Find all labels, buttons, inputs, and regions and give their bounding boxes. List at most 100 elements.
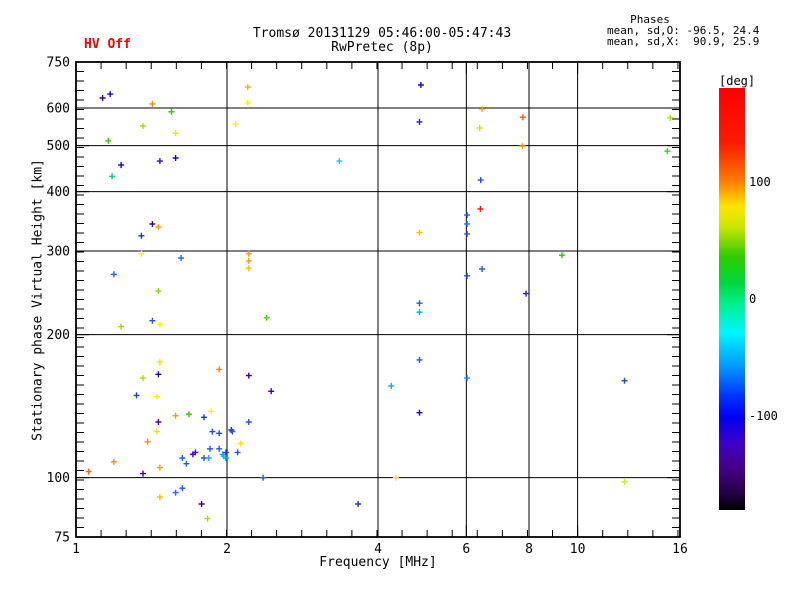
data-point (153, 393, 160, 400)
data-point (416, 309, 423, 316)
data-point (234, 449, 241, 456)
x-tick-label: 8 (525, 542, 533, 557)
data-point (229, 428, 236, 435)
data-point (186, 411, 192, 418)
data-point (464, 272, 471, 279)
data-point (107, 91, 114, 98)
colorbar-tick-label: -100 (749, 409, 778, 424)
data-point (523, 290, 529, 297)
data-point (179, 455, 186, 461)
data-point (189, 451, 196, 458)
data-point (244, 84, 251, 91)
data-point (204, 515, 211, 522)
colorbar-unit-label: [deg] (719, 74, 756, 88)
colorbar (719, 88, 745, 510)
data-point (216, 430, 223, 437)
data-point (172, 412, 179, 419)
data-point (149, 317, 156, 324)
data-point (138, 250, 145, 257)
data-point (237, 440, 244, 447)
data-point (664, 148, 671, 155)
data-point (559, 252, 565, 259)
data-point (179, 485, 186, 492)
data-point (336, 158, 343, 165)
data-point (416, 409, 423, 416)
data-point (222, 449, 229, 456)
data-point (232, 121, 239, 128)
y-tick-label: 200 (47, 328, 70, 343)
y-tick-label: 300 (47, 245, 70, 260)
data-point (110, 271, 117, 278)
x-tick-label: 6 (462, 542, 470, 557)
data-point (105, 137, 112, 144)
data-point (476, 124, 483, 131)
data-point (416, 229, 423, 236)
data-point (222, 455, 229, 461)
data-point (207, 445, 213, 452)
data-point (263, 314, 270, 321)
data-point (245, 250, 252, 257)
data-point (268, 388, 275, 395)
data-point (464, 230, 471, 237)
data-point (464, 375, 471, 382)
data-point (667, 114, 674, 121)
y-tick-label: 400 (47, 185, 70, 200)
hv-status-badge: HV Off (84, 37, 131, 52)
data-point (118, 323, 125, 330)
x-axis-title: Frequency [MHz] (319, 555, 437, 570)
data-point (209, 428, 216, 435)
colorbar-tick-label: 100 (749, 174, 771, 189)
data-point (464, 221, 471, 227)
data-point (198, 501, 205, 507)
phases-heading: Phases (630, 13, 670, 26)
data-point (140, 123, 146, 129)
data-point (85, 468, 92, 475)
y-tick-label: 75 (54, 531, 70, 546)
data-point (178, 255, 185, 261)
data-point (388, 382, 395, 389)
y-tick-label: 100 (47, 471, 70, 486)
x-tick-label: 2 (223, 542, 231, 557)
data-point (172, 155, 179, 161)
x-tick-label: 4 (374, 542, 382, 557)
data-point (110, 458, 117, 465)
data-point (109, 173, 116, 180)
data-point (205, 455, 212, 461)
data-point (416, 356, 423, 363)
page-subtitle: RwPretec (8p) (331, 40, 433, 55)
data-point (133, 392, 140, 399)
data-point (155, 288, 162, 295)
y-tick-label: 750 (47, 56, 70, 71)
data-point (149, 221, 156, 227)
phases-mean-x: mean, sd,X: 90.9, 25.9 (607, 35, 760, 48)
data-point (416, 118, 423, 125)
data-point (216, 445, 223, 452)
data-point (216, 366, 223, 373)
colorbar-tick-label: 0 (749, 292, 757, 306)
y-axis-title: Stationary phase Virtual Height [km] (30, 159, 46, 441)
data-point (140, 470, 146, 477)
y-tick-label: 500 (47, 139, 70, 154)
data-point (519, 114, 526, 121)
data-point (155, 419, 162, 425)
data-point (479, 266, 486, 272)
data-point (138, 232, 145, 239)
data-point (416, 300, 423, 307)
x-tick-label: 10 (570, 542, 586, 557)
data-point (355, 501, 362, 507)
data-point (245, 419, 252, 425)
data-point (245, 372, 252, 379)
data-point (621, 377, 628, 384)
data-point (417, 82, 424, 88)
data-point (208, 408, 215, 415)
data-point (479, 106, 486, 113)
data-point (392, 474, 399, 481)
data-point (477, 177, 484, 184)
data-point (156, 494, 163, 501)
data-point (168, 108, 175, 115)
data-point (153, 428, 160, 435)
data-point (477, 205, 484, 212)
data-point (172, 489, 179, 496)
data-point (155, 371, 162, 378)
